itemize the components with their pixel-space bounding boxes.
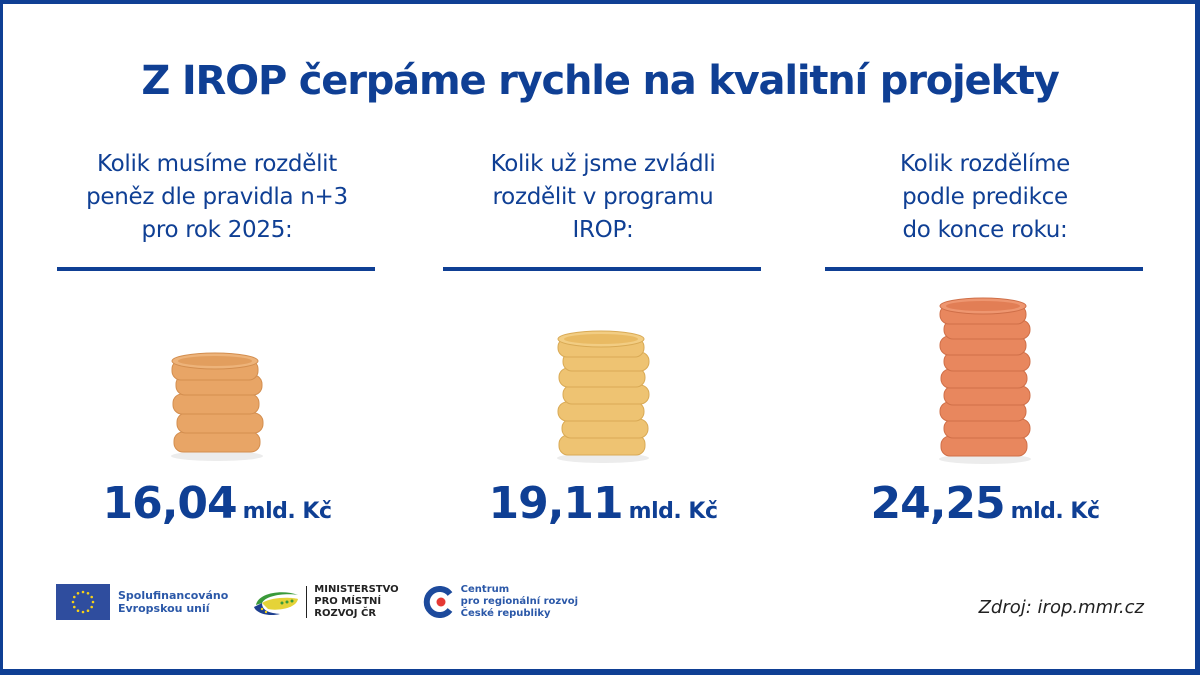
mmr-logo-line: MINISTERSTVO [314,584,399,595]
eu-logo-line: Spolufinancováno [118,589,229,602]
crr-logo-line: České republiky [460,608,551,619]
mmr-logo: MINISTERSTVO PRO MÍSTNÍ ROZVOJ ČR [252,584,399,620]
divider [825,267,1143,271]
coin-stack-icon [825,295,1145,465]
mmr-logo-text: MINISTERSTVO PRO MÍSTNÍ ROZVOJ ČR [314,584,398,620]
crr-logo-icon [423,586,453,618]
question-line: IROP: [572,217,634,243]
mmr-logo-separator [306,586,308,618]
footer-logos: Spolufinancováno Evropskou unií MINISTER… [56,578,602,626]
question-line: Kolik rozdělíme [899,151,1071,177]
question-line: Kolik musíme rozdělit [97,151,337,177]
amount-value: 24,25 mld. Kč [825,478,1145,529]
column-question: Kolik musíme rozdělit peněz dle pravidla… [57,148,377,252]
amount-unit: mld. Kč [242,499,332,524]
amount-number: 19,11 [488,478,623,529]
amount-number: 24,25 [870,478,1005,529]
column-required: Kolik musíme rozdělit peněz dle pravidla… [57,148,377,529]
coin-stack-icon [443,328,763,464]
question-line: do konce roku: [902,217,1068,243]
column-question: Kolik už jsme zvládli rozdělit v program… [443,148,763,252]
column-question: Kolik rozdělíme podle predikce do konce … [825,148,1145,252]
column-predicted: Kolik rozdělíme podle predikce do konce … [825,148,1145,529]
eu-logo-line: Evropskou unií [118,602,210,615]
crr-logo: Centrum pro regionální rozvoj České repu… [423,584,578,620]
amount-number: 16,04 [102,478,237,529]
divider [443,267,761,271]
amount-value: 19,11 mld. Kč [443,478,763,529]
question-line: rozdělit v programu [492,184,714,210]
amount-unit: mld. Kč [1010,499,1100,524]
question-line: podle predikce [902,184,1068,210]
column-distributed: Kolik už jsme zvládli rozdělit v program… [443,148,763,529]
mmr-logo-icon [254,592,299,616]
crr-logo-text: Centrum pro regionální rozvoj České repu… [461,584,578,620]
question-line: Kolik už jsme zvládli [490,151,716,177]
amount-unit: mld. Kč [628,499,718,524]
coin-stack-icon [57,350,377,462]
eu-logo: Spolufinancováno Evropskou unií [56,584,228,620]
crr-logo-line: Centrum [460,584,510,595]
question-line: peněz dle pravidla n+3 [86,184,348,210]
amount-value: 16,04 mld. Kč [57,478,377,529]
eu-flag-icon [56,584,110,620]
crr-logo-line: pro regionální rozvoj [460,596,579,607]
eu-logo-text: Spolufinancováno Evropskou unií [118,589,228,615]
divider [57,267,375,271]
mmr-logo-line: PRO MÍSTNÍ [314,596,382,607]
source-note: Zdroj: irop.mmr.cz [978,597,1144,618]
question-line: pro rok 2025: [141,217,293,243]
page-title: Z IROP čerpáme rychle na kvalitní projek… [141,58,1060,104]
mmr-logo-line: ROZVOJ ČR [314,608,377,619]
